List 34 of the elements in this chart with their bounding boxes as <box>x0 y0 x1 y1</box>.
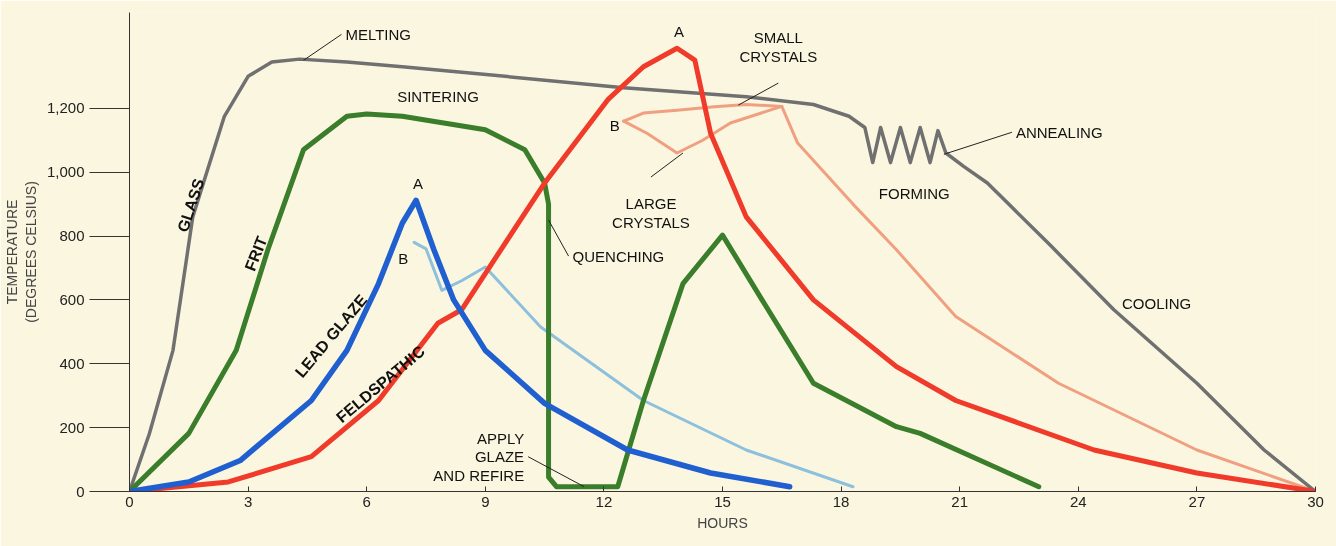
annotation: B <box>398 249 409 267</box>
annotation: LARGE CRYSTALS <box>612 195 690 231</box>
x-tick-label: 27 <box>1188 492 1206 510</box>
x-tick-label: 3 <box>243 492 253 510</box>
x-tick-label: 15 <box>714 492 731 510</box>
text: FRIT <box>241 233 271 274</box>
annotation: FORMING <box>878 184 950 202</box>
annotation: SINTERING <box>397 87 479 105</box>
x-tick-label: 18 <box>832 492 850 510</box>
annotation: QUENCHING <box>572 247 665 265</box>
x-tick-label: 12 <box>595 492 613 510</box>
annotation: B <box>609 116 620 134</box>
x-tick-label: 30 <box>1307 492 1324 510</box>
x-tick-label: 9 <box>481 492 490 510</box>
annotation: COOLING <box>1122 295 1192 313</box>
y-tick-label: 800 <box>59 227 85 245</box>
annotation: A <box>674 23 685 41</box>
annotation: ANNEALING <box>1015 123 1103 141</box>
y-tick-label: 1,200 <box>46 99 85 117</box>
y-tick-label: 600 <box>59 290 85 308</box>
y-tick-label: 400 <box>59 354 85 372</box>
x-axis-title: HOURS <box>697 514 748 531</box>
annotation: SMALL CRYSTALS <box>739 29 818 66</box>
y-axis-title: TEMPERATURE (DEGREES CELSIUS) <box>3 181 39 323</box>
x-tick-label: 24 <box>1069 492 1087 510</box>
text: GLASS <box>174 176 208 235</box>
x-tick-label: 6 <box>362 492 371 510</box>
y-tick-label: 200 <box>59 418 85 436</box>
x-tick-label: 21 <box>951 492 969 510</box>
annotation: MELTING <box>345 25 412 43</box>
y-tick-label: 1,000 <box>46 163 85 181</box>
x-tick-label: 0 <box>125 492 134 510</box>
annotation: A <box>413 175 424 193</box>
annotation: APPLY GLAZE AND REFIRE <box>433 429 525 484</box>
